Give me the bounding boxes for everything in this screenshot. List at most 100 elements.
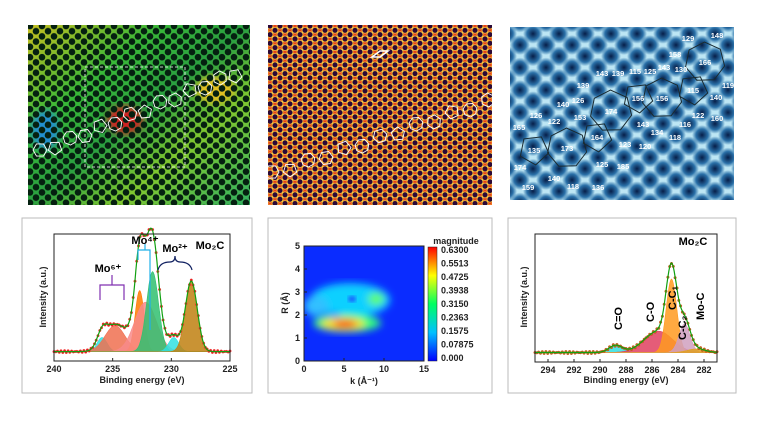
colorbar-tick-label: 0.07875 bbox=[441, 340, 474, 350]
x-tick-label: 294 bbox=[540, 365, 555, 375]
x-tick-label: 230 bbox=[164, 364, 179, 374]
x-axis-label: k (Å⁻¹) bbox=[350, 376, 378, 386]
x-tick-label: 284 bbox=[670, 365, 685, 375]
ring-polygon bbox=[678, 76, 709, 106]
defect-ring bbox=[372, 128, 388, 144]
defect-ring bbox=[77, 129, 93, 143]
y-tick-label: 0 bbox=[295, 356, 300, 366]
ring-angle-label: 140 bbox=[710, 93, 723, 102]
ring-angle-label: 139 bbox=[577, 81, 590, 90]
strain-map-image bbox=[28, 25, 250, 205]
c-c2-label: C-C₂ bbox=[677, 315, 689, 340]
wavelet-transform-chart: 0 5 10 15 0 1 2 3 4 5 0.6300 0.5513 0.4725 0.3938 0.3… bbox=[280, 236, 479, 386]
defect-ring bbox=[268, 165, 280, 179]
c-c1-label: C-C₁ bbox=[667, 285, 679, 310]
defect-ring bbox=[107, 117, 123, 132]
c-o-double-label: C=O bbox=[613, 307, 625, 330]
defect-ring bbox=[481, 92, 492, 108]
colorbar-tick-label: 0.3938 bbox=[441, 286, 469, 296]
y-tick-label: 3 bbox=[295, 287, 300, 297]
y-axis-label: R (Å) bbox=[280, 292, 290, 314]
defect-ring bbox=[444, 105, 459, 120]
colorbar-tick-label: 0.000 bbox=[441, 353, 464, 363]
ring-angle-label: 156 bbox=[656, 94, 669, 103]
defect-ring bbox=[122, 106, 138, 122]
plot-area bbox=[53, 233, 231, 362]
ring-angle-label: 143 bbox=[596, 69, 609, 78]
ring-angle-label: 134 bbox=[651, 128, 664, 137]
ring-angle-label: 123 bbox=[619, 140, 632, 149]
colorbar-tick-label: 0.6300 bbox=[441, 245, 469, 255]
ring-angle-label: 126 bbox=[572, 96, 585, 105]
y-tick-label: 2 bbox=[295, 310, 300, 320]
ring-angle-label: 115 bbox=[629, 67, 641, 76]
ring-angle-label: 140 bbox=[557, 100, 570, 109]
y-tick-label: 1 bbox=[295, 333, 300, 343]
x-tick-label: 10 bbox=[379, 364, 389, 374]
x-axis-label: Binding energy (eV) bbox=[583, 375, 668, 385]
mo4-bracket bbox=[137, 244, 151, 330]
ring-angle-label: 139 bbox=[612, 69, 625, 78]
ring-angle-label: 153 bbox=[574, 113, 587, 122]
ring-angle-label: 122 bbox=[548, 117, 561, 126]
defect-chain-overlay bbox=[32, 69, 243, 157]
colorbar-tick-label: 0.4725 bbox=[441, 272, 469, 282]
heatmap-peak bbox=[333, 320, 357, 328]
ring-angle-label: 173 bbox=[561, 144, 574, 153]
panel-frame-c1s bbox=[507, 217, 737, 394]
defect-ring bbox=[168, 92, 182, 108]
defect-ring bbox=[152, 95, 168, 110]
ring-angle-label: 156 bbox=[632, 94, 645, 103]
defect-ring bbox=[408, 117, 424, 132]
y-tick-label: 4 bbox=[295, 264, 300, 274]
ring-angle-label: 118 bbox=[669, 133, 681, 142]
selection-box bbox=[84, 66, 186, 168]
ring-angle-label: 130 bbox=[675, 65, 688, 74]
heatmap-region bbox=[304, 296, 328, 316]
defect-ring bbox=[390, 126, 405, 141]
mo6-label: Mo⁶⁺ bbox=[95, 263, 122, 275]
ring-polygon bbox=[642, 77, 683, 117]
x-tick-label: 292 bbox=[566, 365, 581, 375]
y-axis-label: Intensity (a.u.) bbox=[38, 266, 48, 327]
ring-angle-label: 116 bbox=[679, 120, 691, 129]
panel-frame-mo3d bbox=[21, 217, 253, 394]
hrtem-lattice-image bbox=[268, 25, 492, 205]
ring-angle-label: 115 bbox=[687, 86, 699, 95]
mo2c-label: Mo₂C bbox=[679, 236, 708, 248]
defect-ring bbox=[93, 118, 108, 134]
defect-ring bbox=[137, 104, 152, 119]
ring-angle-label: 126 bbox=[530, 111, 543, 120]
ring-angle-label: 158 bbox=[669, 50, 682, 59]
heatmap-region bbox=[368, 293, 384, 305]
ring-angle-label: 160 bbox=[711, 114, 724, 123]
ring-angle-label: 118 bbox=[567, 182, 579, 191]
defect-ring bbox=[32, 143, 48, 157]
mo2-label: Mo²⁺ bbox=[162, 243, 188, 255]
defect-ring bbox=[213, 70, 227, 86]
defect-ring bbox=[427, 114, 441, 130]
mo2c-label: Mo₂C bbox=[196, 240, 225, 252]
x-axis-label: Binding energy (eV) bbox=[99, 375, 184, 385]
colorbar-tick-label: 0.3150 bbox=[441, 299, 469, 309]
defect-ring bbox=[318, 151, 334, 165]
ring-angle-label: 174 bbox=[605, 107, 618, 116]
c1s-xps-chart: 294 292 290 288 286 284 282 Binding energy (eV… bbox=[519, 233, 719, 385]
mo-c-label: Mo-C bbox=[695, 292, 707, 320]
ring-angle-label: 143 bbox=[658, 63, 671, 72]
x-tick-label: 240 bbox=[46, 364, 61, 374]
mo2-bracket bbox=[157, 255, 193, 271]
ring-angle-label: 135 bbox=[528, 146, 541, 155]
ring-angle-label: 119 bbox=[722, 81, 734, 90]
ring-angle-label: 120 bbox=[639, 142, 652, 151]
ring-angle-label: 164 bbox=[591, 133, 604, 142]
ring-angle-label: 166 bbox=[699, 58, 712, 67]
defect-chain-overlay bbox=[268, 92, 492, 179]
ring-angle-label: 174 bbox=[514, 163, 527, 172]
plot-area bbox=[303, 245, 425, 362]
ring-polygon bbox=[582, 123, 613, 153]
panel-frame-wavelet bbox=[267, 217, 493, 394]
defect-ring bbox=[228, 69, 243, 84]
ring-polygon bbox=[623, 84, 654, 114]
